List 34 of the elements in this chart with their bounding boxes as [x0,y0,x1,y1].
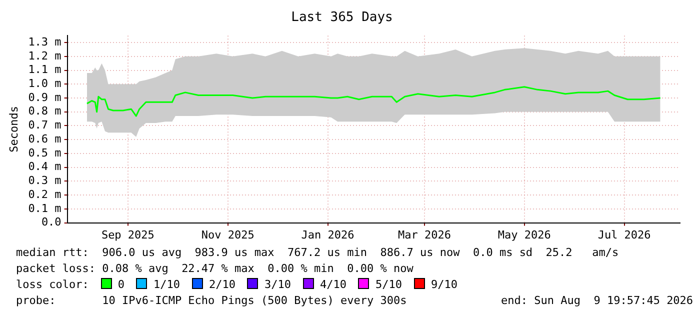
text: loss color: [16,278,89,291]
x-tick-label: Jan 2026 [301,228,354,242]
text: 9/10 [430,278,458,291]
chart-title: Last 365 Days [291,10,393,26]
text: 4/10 [320,278,346,291]
y-tick-label: 0.1 m [28,202,62,215]
y-tick-label: 0.5 m [28,146,62,160]
y-tick-label: 0.7 m [28,118,62,132]
y-tick-label: 0.9 m [28,90,62,104]
x-tick-label: Mar 2026 [398,228,451,242]
text: median rtt: 906.0 us avg 983.9 us max 767.2 us min 886.7 us now 0.0 ms sd 25.2 am/s [16,246,619,259]
text: end: Sun Aug 9 19:57:45 2026 [501,293,694,309]
y-tick-label: 1.1 m [28,63,62,76]
y-tick-label: 0.2 m [28,188,62,201]
text: probe: 10 IPv6-ICMP Echo Pings (500 Bytes) every 300s [16,294,407,307]
text: 0 [118,278,124,291]
text: 2/10 [208,278,236,291]
x-tick-label: Jul 2026 [598,228,651,242]
x-tick-label: May 2026 [498,228,551,242]
y-tick-label: 0.8 m [28,104,62,118]
y-tick-label: 0.6 m [28,132,62,146]
x-tick-label: Nov 2025 [201,228,254,242]
text: 3/10 [264,278,291,291]
y-tick-label: 0.0 [41,216,62,229]
y-tick-label: 0.3 m [28,174,62,188]
y-tick-label: 0.4 m [28,160,62,174]
text: 1/10 [153,278,180,291]
text: packet loss: 0.08 % avg 22.47 % max 0.00 % min 0.00 % now [16,262,414,275]
y-tick-label: 1.2 m [28,49,62,62]
y-axis-title: Seconds [7,106,20,152]
x-tick-label: Sep 2025 [101,228,154,242]
text: 5/10 [375,278,402,291]
y-tick-label: 1.0 m [28,76,62,90]
y-tick-label: 1.3 m [28,35,62,48]
